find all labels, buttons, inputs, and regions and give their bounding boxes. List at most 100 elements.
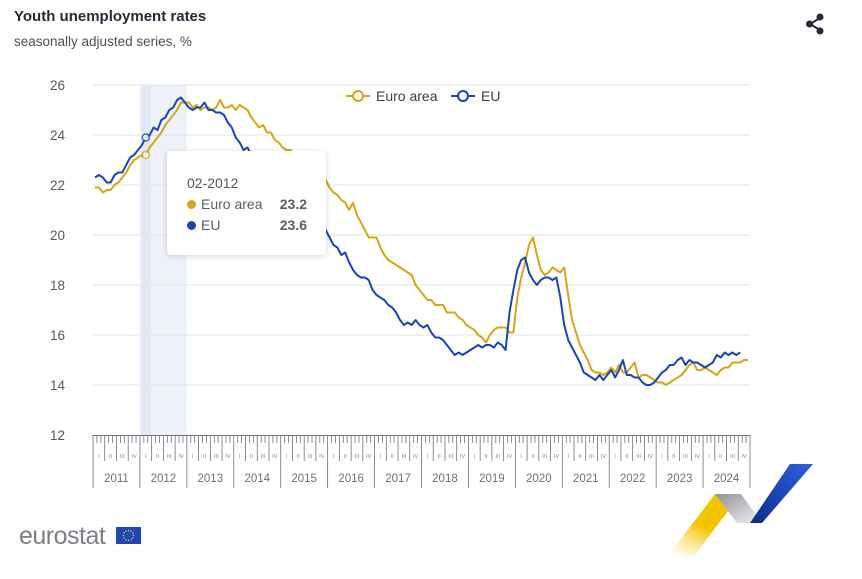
flag-star [130, 539, 132, 541]
y-axis: 12 14 16 18 20 22 24 26 [50, 78, 66, 443]
share-button[interactable] [802, 10, 828, 36]
flag-star [125, 530, 127, 532]
quarter-label: III [542, 454, 547, 460]
hover-band [140, 85, 151, 435]
quarter-label: II [156, 454, 160, 460]
tooltip-label: Euro area [201, 196, 263, 212]
flag-star [125, 539, 127, 541]
quarter-label: IV [366, 454, 372, 460]
legend-marker-euro-area [352, 90, 364, 102]
quarter-label: III [636, 454, 641, 460]
flag-star [127, 539, 130, 542]
quarter-label: II [578, 454, 582, 460]
year-label: 2021 [573, 473, 599, 485]
quarter-label: I [708, 454, 710, 460]
quarter-label: I [145, 454, 147, 460]
chart-subtitle: seasonally adjusted series, % [14, 34, 192, 49]
quarter-label: I [333, 454, 335, 460]
quarter-label: I [286, 454, 288, 460]
year-label: 2016 [338, 473, 364, 485]
gridlines [93, 84, 750, 386]
quarter-label: I [192, 454, 194, 460]
y-tick-label: 20 [50, 228, 65, 243]
quarter-label: IV [413, 454, 419, 460]
quarter-label: IV [225, 454, 231, 460]
flag-star [127, 529, 130, 532]
y-tick-label: 24 [50, 128, 66, 143]
flag-star [132, 537, 134, 539]
quarter-label: III [261, 454, 266, 460]
quarter-label: IV [695, 454, 701, 460]
quarter-label: IV [272, 454, 278, 460]
flag-star [132, 534, 135, 537]
quarter-label: I [661, 454, 663, 460]
quarter-label: IV [319, 454, 325, 460]
y-tick-label: 14 [50, 378, 66, 393]
series-lines [94, 96, 748, 386]
year-label: 2015 [291, 473, 317, 485]
quarter-label: I [427, 454, 429, 460]
quarter-label: II [719, 454, 723, 460]
legend-marker-eu [457, 90, 469, 102]
quarter-label: IV [178, 454, 184, 460]
quarter-label: III [308, 454, 313, 460]
year-label: 2019 [479, 473, 505, 485]
year-label: 2022 [620, 473, 646, 485]
quarter-label: IV [131, 454, 137, 460]
quarter-label: II [391, 454, 395, 460]
flag-star [132, 532, 134, 534]
quarter-label: II [203, 454, 207, 460]
legend-label-eu: EU [481, 88, 500, 104]
quarter-label: II [672, 454, 676, 460]
flag-star [130, 530, 132, 532]
quarter-label: III [730, 454, 735, 460]
quarter-label: IV [741, 454, 747, 460]
legend-item-eu[interactable]: EU [451, 88, 500, 104]
year-label: 2024 [714, 473, 740, 485]
eurostat-logo[interactable]: eurostat [19, 522, 106, 550]
quarter-label: III [167, 454, 172, 460]
year-label: 2023 [667, 473, 693, 485]
quarter-label: III [495, 454, 500, 460]
year-label: 2017 [385, 473, 411, 485]
hover-markers [141, 133, 151, 160]
quarter-label: I [239, 454, 241, 460]
legend-item-euro-area[interactable]: Euro area [346, 88, 438, 104]
quarter-label: III [448, 454, 453, 460]
year-label: 2013 [198, 473, 224, 485]
series-line-eu [94, 96, 741, 386]
quarter-label: II [437, 454, 441, 460]
quarter-label: II [250, 454, 254, 460]
eurostat-ribbon-graphic [668, 464, 813, 556]
hover-point-eu [141, 133, 151, 142]
tooltip-date: 02-2012 [187, 175, 239, 191]
share-icon [806, 13, 824, 35]
quarter-label: IV [507, 454, 513, 460]
y-tick-label: 26 [50, 78, 65, 93]
quarter-label: II [109, 454, 113, 460]
year-label: 2012 [151, 473, 177, 485]
quarter-label: III [355, 454, 360, 460]
quarter-label: II [625, 454, 629, 460]
quarter-label: I [567, 454, 569, 460]
tooltip-value: 23.2 [279, 196, 307, 212]
eu-dot-icon [187, 221, 196, 230]
quarter-label: I [520, 454, 522, 460]
chart-title: Youth unemployment rates [14, 8, 207, 25]
flag-star [123, 532, 125, 534]
tooltip-label: EU [201, 217, 221, 233]
hover-point-euro-area [141, 150, 151, 160]
quarter-label: I [473, 454, 475, 460]
quarter-label: II [297, 454, 301, 460]
quarter-label: IV [648, 454, 654, 460]
flag-star [122, 534, 125, 537]
legend-label-euro-area: Euro area [376, 88, 438, 104]
year-label: 2014 [244, 473, 270, 485]
quarter-label: IV [460, 454, 466, 460]
year-label: 2011 [104, 473, 129, 485]
flag-star [123, 537, 125, 539]
y-tick-label: 16 [50, 328, 65, 343]
tooltip-row-euro-area: Euro area 23.2 [187, 196, 307, 212]
quarter-label: III [401, 454, 406, 460]
